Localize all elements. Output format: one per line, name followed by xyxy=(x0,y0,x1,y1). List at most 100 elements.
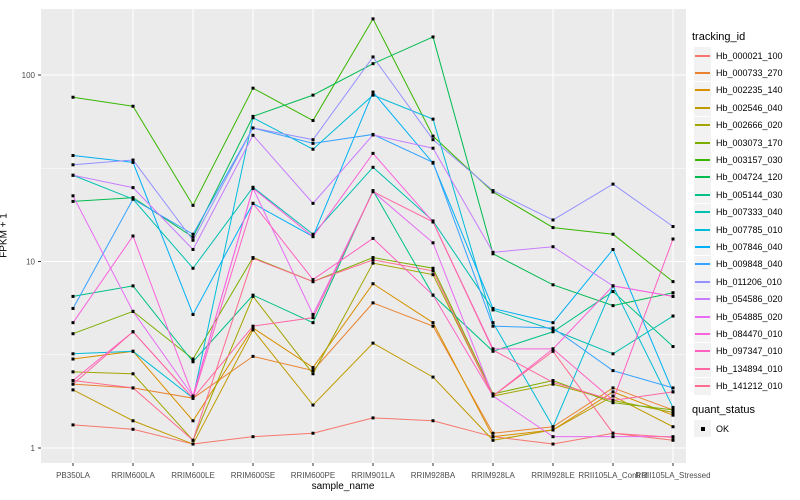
data-point xyxy=(551,328,555,332)
data-point xyxy=(191,419,195,423)
legend-key-line xyxy=(695,211,710,214)
data-point xyxy=(191,438,195,442)
data-point xyxy=(431,266,435,270)
legend-key-swatch xyxy=(694,360,711,378)
data-point xyxy=(491,306,495,310)
data-point xyxy=(131,386,135,390)
legend-item-Hb_134894_010: Hb_134894_010 xyxy=(694,360,783,378)
legend-key-line xyxy=(695,263,710,266)
data-point xyxy=(371,256,375,260)
data-point xyxy=(371,301,375,305)
data-point xyxy=(191,396,195,400)
x-tick-label: PB350LA xyxy=(56,471,90,480)
legend-key-swatch xyxy=(694,420,711,437)
legend-item-Hb_004724_120: Hb_004724_120 xyxy=(694,168,783,186)
data-point xyxy=(71,379,75,383)
data-point xyxy=(131,372,135,376)
legend-key-line xyxy=(695,89,710,92)
data-point xyxy=(611,304,615,308)
data-point xyxy=(251,201,255,205)
data-point xyxy=(551,330,555,334)
legend-key-line xyxy=(695,193,710,196)
legend-key-line xyxy=(695,350,710,353)
data-point xyxy=(311,93,315,97)
legend-key-swatch xyxy=(694,168,711,186)
legend-key-swatch xyxy=(694,151,711,169)
data-point xyxy=(71,423,75,427)
quant-status-ok-points xyxy=(71,17,675,446)
legend-key-line xyxy=(695,367,710,370)
data-point xyxy=(371,236,375,240)
data-point xyxy=(311,138,315,142)
data-point xyxy=(311,316,315,320)
data-point xyxy=(431,117,435,121)
data-point xyxy=(191,266,195,270)
legend-key-swatch xyxy=(694,64,711,82)
legend-item-quant-status-OK: OK xyxy=(694,420,729,437)
legend-item-label: Hb_005144_030 xyxy=(716,189,783,200)
legend-key-line xyxy=(695,54,710,57)
data-point xyxy=(311,201,315,205)
data-point xyxy=(311,235,315,239)
data-point xyxy=(71,194,75,198)
legend-item-Hb_084470_010: Hb_084470_010 xyxy=(694,325,783,343)
legend-key-line xyxy=(695,298,710,301)
legend-key-line xyxy=(695,280,710,283)
data-point xyxy=(671,435,675,439)
data-point xyxy=(611,398,615,402)
data-point xyxy=(191,357,195,361)
x-tick-label: RRIM901LA xyxy=(351,471,395,480)
data-point xyxy=(191,235,195,239)
data-point xyxy=(371,261,375,265)
legend-key-swatch xyxy=(694,134,711,151)
x-tick-label: RRIM928LA xyxy=(471,471,515,480)
data-point xyxy=(251,354,255,358)
data-point xyxy=(611,369,615,373)
data-point xyxy=(431,35,435,39)
data-point xyxy=(671,413,675,417)
data-point xyxy=(371,151,375,155)
data-point xyxy=(671,411,675,415)
tick-labels: PB350LA RRIM600LA RRIM600LE RRIM600SE RRIM60… xyxy=(22,71,711,480)
legend-item-label: Hb_003157_030 xyxy=(716,154,783,165)
data-point xyxy=(311,403,315,407)
data-point xyxy=(371,416,375,420)
data-point xyxy=(131,309,135,313)
data-point xyxy=(671,405,675,409)
legend-key-line xyxy=(695,385,710,388)
legend-key-swatch xyxy=(694,342,711,360)
data-point xyxy=(191,232,195,236)
data-point xyxy=(671,237,675,241)
legend-item-label: Hb_002666_020 xyxy=(716,120,783,131)
data-point xyxy=(491,250,495,254)
data-point xyxy=(431,160,435,164)
legend-key-line xyxy=(695,141,710,144)
data-point xyxy=(491,189,495,193)
legend-item-label: Hb_084470_010 xyxy=(716,328,783,339)
data-point xyxy=(371,282,375,286)
data-point xyxy=(671,291,675,295)
legend-item-Hb_141212_010: Hb_141212_010 xyxy=(694,377,783,395)
data-point xyxy=(251,116,255,120)
data-point xyxy=(191,238,195,242)
x-tick-label: RRII105LA_Control xyxy=(578,471,648,480)
legend-item-label: Hb_000733_270 xyxy=(716,67,783,78)
legend-key-swatch xyxy=(694,273,711,291)
x-tick-label: RRIM600LE xyxy=(171,471,215,480)
data-point xyxy=(671,425,675,429)
data-point xyxy=(71,382,75,386)
legend-item-label: Hb_004724_120 xyxy=(716,172,783,183)
legend-key-line xyxy=(695,71,710,74)
legend-key-swatch xyxy=(694,290,711,308)
black-square-marker-icon xyxy=(700,426,705,431)
data-point xyxy=(671,314,675,318)
legend-item-Hb_054586_020: Hb_054586_020 xyxy=(694,290,783,308)
data-point xyxy=(371,165,375,169)
data-point xyxy=(551,226,555,230)
data-point xyxy=(491,435,495,439)
data-point xyxy=(431,146,435,150)
legend-key-swatch xyxy=(694,308,711,325)
data-point xyxy=(71,163,75,167)
data-point xyxy=(131,330,135,334)
